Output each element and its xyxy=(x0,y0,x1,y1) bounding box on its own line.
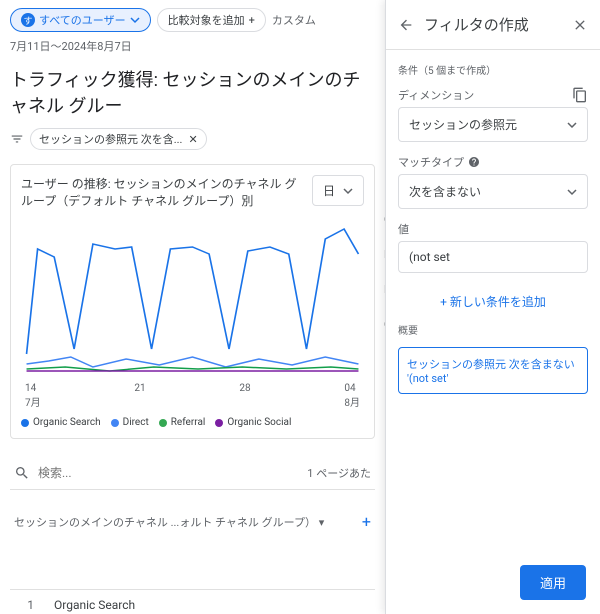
plus-icon: + xyxy=(249,14,255,27)
legend-item[interactable]: Referral xyxy=(159,417,206,428)
x-tick: 048月 xyxy=(344,383,360,409)
top-toolbar: す すべてのユーザー 比較対象を追加 + カスタム 7月11日～2024年8月7… xyxy=(10,8,375,54)
chevron-down-icon xyxy=(567,120,577,130)
active-filter-chip[interactable]: セッションの参照元 次を含... ✕ xyxy=(30,128,207,150)
dimension-label: ディメンション xyxy=(398,87,588,103)
dimension-dropdown[interactable]: セッションのメインのチャネル ...ォルト チャネル グループ） ▾ xyxy=(14,514,324,530)
help-icon[interactable] xyxy=(468,156,480,168)
search-row: 1 ページあた xyxy=(10,457,375,490)
filter-icon xyxy=(10,132,24,146)
match-type-select[interactable]: 次を含まない xyxy=(398,174,588,209)
back-arrow-icon[interactable] xyxy=(398,17,414,33)
line-chart: 147月 21 28 048月 xyxy=(21,219,364,409)
page-title: トラフィック獲得: セッションのメインのチャネル グルー xyxy=(10,66,375,118)
dimension-select[interactable]: セッションの参照元 xyxy=(398,107,588,142)
apply-button[interactable]: 適用 xyxy=(520,565,586,600)
close-icon[interactable]: ✕ xyxy=(188,133,197,146)
chevron-down-icon xyxy=(343,186,353,196)
x-tick: 147月 xyxy=(25,383,41,409)
add-compare-label: 比較対象を追加 xyxy=(168,12,245,28)
x-tick: 28 xyxy=(239,383,250,409)
filter-chip-label: セッションの参照元 次を含... xyxy=(39,131,182,147)
all-users-label: すべてのユーザー xyxy=(39,12,126,28)
granularity-select[interactable]: 日 xyxy=(312,175,364,206)
value-input[interactable]: (not set xyxy=(398,241,588,273)
copy-icon[interactable] xyxy=(572,87,588,103)
summary-label: 概要 xyxy=(398,322,588,337)
search-input[interactable] xyxy=(38,466,299,480)
search-icon xyxy=(14,465,30,481)
legend-item[interactable]: Organic Social xyxy=(215,417,291,428)
x-tick: 21 xyxy=(134,383,145,409)
value-label: 値 xyxy=(398,221,588,237)
date-range[interactable]: 7月11日～2024年8月7日 xyxy=(10,38,132,54)
table-row[interactable]: 1Organic Search xyxy=(10,589,375,614)
users-badge-icon: す xyxy=(21,13,35,27)
dimension-selector-row: セッションのメインのチャネル ...ォルト チャネル グループ） ▾ + xyxy=(10,504,375,539)
chevron-down-icon xyxy=(130,15,140,25)
match-type-label: マッチタイプ xyxy=(398,154,588,170)
close-panel-icon[interactable] xyxy=(572,17,588,33)
add-dimension-button[interactable]: + xyxy=(362,512,371,531)
legend-item[interactable]: Direct xyxy=(111,417,149,428)
condition-note: 条件（5 個まで作成） xyxy=(398,62,588,77)
filter-summary: セッションの参照元 次を含まない '(not set' xyxy=(398,347,588,394)
chevron-down-icon xyxy=(567,187,577,197)
chart-card: ユーザー の推移: セッションのメインのチャネル グループ（デフォルト チャネル… xyxy=(10,164,375,439)
panel-title: フィルタの作成 xyxy=(424,14,562,35)
data-table: 1Organic Search2Direct xyxy=(10,589,375,614)
filter-panel: フィルタの作成 条件（5 個まで作成） ディメンション セッションの参照元 マッ… xyxy=(385,0,600,614)
add-compare-chip[interactable]: 比較対象を追加 + xyxy=(157,8,266,32)
page-info: 1 ページあた xyxy=(307,465,371,481)
legend-item[interactable]: Organic Search xyxy=(21,417,101,428)
add-condition-link[interactable]: + 新しい条件を追加 xyxy=(398,285,588,318)
chart-legend: Organic Search Direct Referral Organic Soci… xyxy=(21,417,364,428)
chart-title: ユーザー の推移: セッションのメインのチャネル グループ（デフォルト チャネル… xyxy=(21,175,304,209)
all-users-chip[interactable]: す すべてのユーザー xyxy=(10,8,151,32)
custom-label: カスタム xyxy=(272,12,316,28)
granularity-value: 日 xyxy=(323,182,335,199)
